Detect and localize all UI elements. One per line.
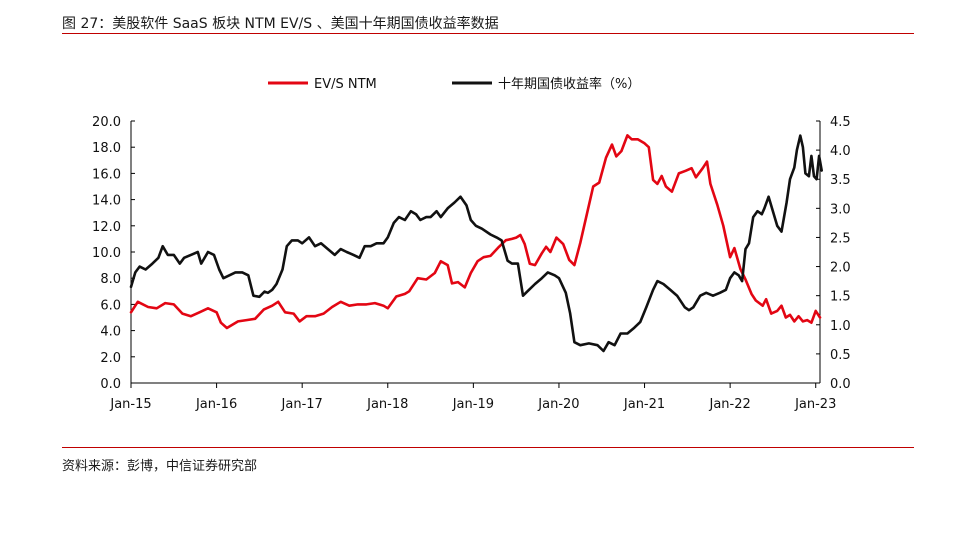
y-right-tick-label: 1.5 [830, 290, 851, 305]
x-tick-label: Jan-20 [537, 397, 579, 412]
y-left-tick-label: 10.0 [92, 246, 121, 261]
series-line-treasury-yield [129, 134, 823, 353]
x-tick-label: Jan-22 [708, 397, 750, 412]
y-right-tick-label: 4.5 [830, 115, 851, 130]
y-right-tick-label: 2.0 [830, 261, 851, 276]
y-right-tick-label: 0.5 [830, 348, 851, 363]
axes: 0.0 2.0 4.0 6.0 8.0 10.0 12.0 14.0 16.0 18.0 20.0 0… [92, 115, 851, 412]
y-right-tick-label: 0.0 [830, 377, 851, 392]
legend-item-ev-s-ntm-label: EV/S NTM [314, 77, 377, 92]
y-left-tick-label: 4.0 [100, 325, 121, 340]
x-tick-label: Jan-17 [281, 397, 323, 412]
figure-title: 图 27：美股软件 SaaS 板块 NTM EV/S 、美国十年期国债收益率数据 [62, 16, 499, 32]
y-left-tick-label: 18.0 [92, 141, 121, 156]
y-left-tick-label: 8.0 [100, 272, 121, 287]
source-note: 资料来源：彭博，中信证券研究部 [62, 459, 258, 474]
x-tick-label: Jan-21 [623, 397, 665, 412]
y-right-tick-label: 2.5 [830, 231, 851, 246]
x-tick-label: Jan-16 [195, 397, 237, 412]
y-right-tick-label: 4.0 [830, 144, 851, 159]
series-layer [129, 134, 823, 353]
y-right-tick-label: 3.0 [830, 202, 851, 217]
y-left-tick-label: 12.0 [92, 220, 121, 235]
y-right-tick-label: 3.5 [830, 173, 851, 188]
x-tick-label: Jan-15 [109, 397, 151, 412]
y-left-tick-label: 2.0 [100, 351, 121, 366]
title-rule [62, 33, 914, 34]
y-left-tick-label: 6.0 [100, 298, 121, 313]
y-left-tick-label: 20.0 [92, 115, 121, 130]
source-rule [62, 447, 914, 448]
legend: EV/S NTM 十年期国债收益率（%） [268, 76, 640, 92]
y-left-tick-label: 14.0 [92, 194, 121, 209]
series-line-ev-s-ntm [129, 134, 822, 330]
y-left-tick-label: 16.0 [92, 167, 121, 182]
x-tick-label: Jan-23 [794, 397, 836, 412]
x-tick-label: Jan-18 [366, 397, 408, 412]
legend-item-treasury-yield-label: 十年期国债收益率（%） [498, 76, 640, 92]
x-tick-label: Jan-19 [452, 397, 494, 412]
y-right-tick-label: 1.0 [830, 319, 851, 334]
y-left-tick-label: 0.0 [100, 377, 121, 392]
